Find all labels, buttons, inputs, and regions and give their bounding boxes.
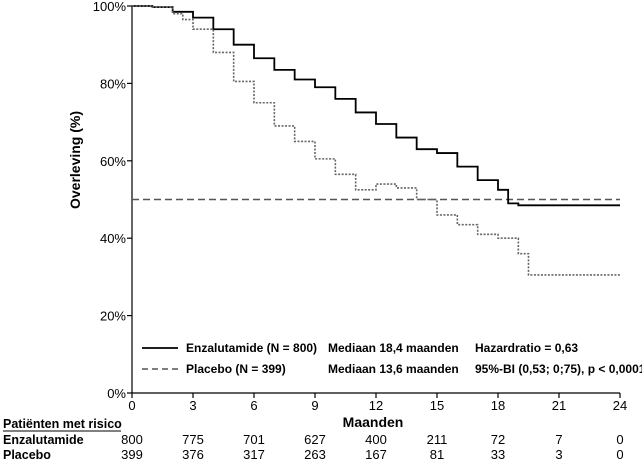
y-tick-label: 40% — [100, 231, 126, 246]
risk-value: 7 — [555, 432, 562, 447]
risk-value: 399 — [121, 447, 143, 462]
y-ticks: 0% 20% 40% 60% 80% 100% — [93, 0, 132, 401]
x-tick-label: 6 — [250, 398, 257, 413]
risk-value: 211 — [427, 432, 448, 447]
risk-value: 627 — [304, 432, 326, 447]
legend: Enzalutamide (N = 800) Mediaan 18,4 maan… — [142, 341, 642, 376]
x-tick-label: 15 — [430, 398, 444, 413]
series-line-enzalutamide — [132, 5, 620, 207]
x-ticks: 0 3 6 9 12 15 18 21 24 — [128, 393, 627, 413]
risk-value: 317 — [243, 447, 265, 462]
y-tick-label: 20% — [100, 309, 126, 324]
legend-median-enzalutamide: Mediaan 18,4 maanden — [328, 341, 459, 355]
y-tick-label: 60% — [100, 154, 126, 169]
x-tick-label: 9 — [311, 398, 318, 413]
y-tick-label: 80% — [100, 76, 126, 91]
series-layer — [132, 5, 620, 276]
y-tick-label: 100% — [93, 0, 127, 14]
risk-value: 0 — [616, 432, 623, 447]
x-tick-label: 24 — [613, 398, 627, 413]
x-tick-label: 18 — [491, 398, 505, 413]
legend-median-placebo: Mediaan 13,6 maanden — [328, 362, 459, 376]
x-tick-label: 12 — [369, 398, 383, 413]
risk-value: 167 — [365, 447, 387, 462]
x-tick-label: 21 — [552, 398, 566, 413]
y-tick-label: 0% — [107, 386, 126, 401]
risk-value: 72 — [491, 432, 505, 447]
risk-value: 263 — [304, 447, 326, 462]
risk-value: 400 — [365, 432, 387, 447]
risk-value: 81 — [430, 447, 444, 462]
risk-values: 800 775 701 627 400 211 72 7 0 399 376 317 263 167 81 3… — [121, 432, 623, 462]
legend-confidence-interval: 95%-BI (0,53; 0;75), p < 0,0001 — [475, 362, 642, 376]
risk-value: 800 — [121, 432, 143, 447]
risk-value: 376 — [182, 447, 204, 462]
risk-value: 701 — [243, 432, 265, 447]
risk-value: 33 — [491, 447, 505, 462]
risk-row-label-enzalutamide: Enzalutamide — [3, 433, 84, 447]
legend-label-placebo: Placebo (N = 399) — [186, 362, 286, 376]
risk-row-label-placebo: Placebo — [3, 448, 51, 462]
risk-value: 3 — [555, 447, 562, 462]
x-tick-label: 0 — [128, 398, 135, 413]
y-axis-title: Overleving (%) — [67, 111, 83, 209]
legend-label-enzalutamide: Enzalutamide (N = 800) — [186, 341, 317, 355]
legend-hazard-ratio: Hazardratio = 0,63 — [475, 341, 578, 355]
x-axis-title: Maanden — [343, 414, 404, 430]
x-tick-label: 3 — [189, 398, 196, 413]
series-line-placebo — [132, 5, 620, 276]
risk-table-title: Patiënten met risico — [3, 417, 122, 431]
risk-value: 775 — [182, 432, 204, 447]
risk-value: 0 — [616, 447, 623, 462]
